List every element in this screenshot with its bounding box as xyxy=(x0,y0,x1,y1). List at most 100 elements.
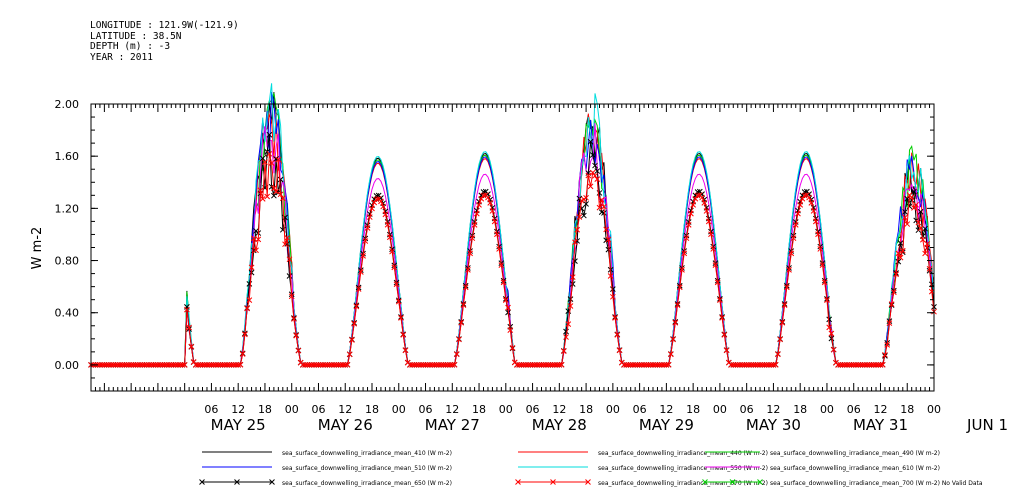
series-marker xyxy=(732,362,739,368)
series-marker xyxy=(614,332,621,338)
series-marker xyxy=(485,194,491,201)
series-marker xyxy=(583,201,589,207)
series-marker xyxy=(879,361,886,368)
series-marker xyxy=(601,203,607,210)
series-marker xyxy=(344,361,351,368)
series-marker xyxy=(549,362,556,368)
series-marker xyxy=(891,289,897,296)
series-marker xyxy=(797,202,804,208)
series-marker xyxy=(913,201,920,208)
series-marker xyxy=(690,202,696,208)
series-marker xyxy=(752,362,759,368)
series-marker xyxy=(456,336,462,343)
series-marker xyxy=(828,330,835,337)
series-marker xyxy=(757,362,763,368)
series-marker xyxy=(331,362,337,368)
legend-marker xyxy=(269,479,275,485)
series-marker xyxy=(525,362,531,368)
series-marker xyxy=(630,362,636,368)
series-marker xyxy=(505,304,511,311)
series-marker xyxy=(444,362,451,368)
series-marker xyxy=(810,208,817,214)
series-marker xyxy=(195,362,201,368)
series-marker xyxy=(112,362,119,368)
series-marker xyxy=(197,362,204,368)
series-marker xyxy=(846,362,853,368)
series-marker xyxy=(351,320,358,327)
series-line xyxy=(91,153,935,366)
series-marker xyxy=(277,176,284,183)
series-marker xyxy=(643,362,650,368)
series-marker xyxy=(155,362,161,368)
x-day-label: MAY 30 xyxy=(746,416,801,434)
series-marker xyxy=(442,362,449,368)
series-marker xyxy=(652,362,659,368)
series-marker xyxy=(821,279,828,286)
x-day-label: MAY 27 xyxy=(425,416,480,434)
series-marker xyxy=(342,362,349,368)
series-marker xyxy=(775,351,781,358)
series-marker xyxy=(919,236,926,243)
series-marker xyxy=(565,321,572,327)
series-marker xyxy=(337,362,344,368)
series-marker xyxy=(627,362,634,368)
series-marker xyxy=(411,362,418,368)
legend-label: sea_surface_downwelling_irradiance_mean_… xyxy=(598,465,768,472)
y-tick-label: 0.80 xyxy=(55,255,80,268)
year-label: YEAR : 2011 xyxy=(90,51,153,63)
series-marker xyxy=(779,319,786,326)
series-marker xyxy=(114,362,121,368)
series-marker xyxy=(206,362,213,368)
x-hour-label: 18 xyxy=(472,403,486,416)
series-marker xyxy=(132,362,139,368)
metadata-header: LONGITUDE : 121.9W(-121.9) LATITUDE : 38… xyxy=(90,20,239,63)
series-marker xyxy=(538,362,545,368)
series-marker xyxy=(433,362,440,368)
series-marker xyxy=(335,362,342,368)
series-marker xyxy=(210,362,217,368)
series-marker xyxy=(366,214,373,220)
series-marker xyxy=(502,297,509,303)
series-marker xyxy=(768,362,775,368)
x-hour-label: 12 xyxy=(766,403,780,416)
x-day-label: JUN 1 xyxy=(966,416,1008,434)
series-marker xyxy=(357,269,364,275)
series-marker xyxy=(282,241,288,248)
series-marker xyxy=(105,362,112,368)
series-line xyxy=(91,134,935,366)
series-line xyxy=(91,91,935,366)
series-marker xyxy=(897,240,904,246)
series-marker xyxy=(268,160,275,166)
series-marker xyxy=(681,250,688,257)
series-marker xyxy=(360,253,366,259)
series-marker xyxy=(324,362,331,368)
series-marker xyxy=(607,273,614,279)
legend-label: sea_surface_downwelling_irradiance_mean_… xyxy=(770,465,940,472)
series-marker xyxy=(737,362,743,368)
series-marker xyxy=(547,362,554,368)
series-marker xyxy=(322,362,329,368)
series-marker xyxy=(650,362,656,368)
series-marker xyxy=(108,362,114,368)
series-marker xyxy=(255,236,262,243)
series-marker xyxy=(253,247,259,254)
series-marker xyxy=(567,303,574,309)
series-marker xyxy=(589,169,596,176)
series-marker xyxy=(139,362,146,368)
series-marker xyxy=(166,362,172,368)
series-marker xyxy=(748,362,754,368)
series-marker xyxy=(262,159,268,166)
series-marker xyxy=(175,362,181,368)
x-hour-label: 18 xyxy=(258,403,272,416)
series-marker xyxy=(275,156,282,163)
series-marker xyxy=(217,362,224,368)
x-hour-label: 06 xyxy=(633,403,647,416)
series-marker xyxy=(117,362,123,368)
series-marker xyxy=(163,362,170,368)
series-marker xyxy=(788,250,795,257)
series-marker xyxy=(556,362,563,368)
series-marker xyxy=(741,362,748,368)
series-marker xyxy=(460,302,467,308)
series-marker xyxy=(683,235,690,242)
